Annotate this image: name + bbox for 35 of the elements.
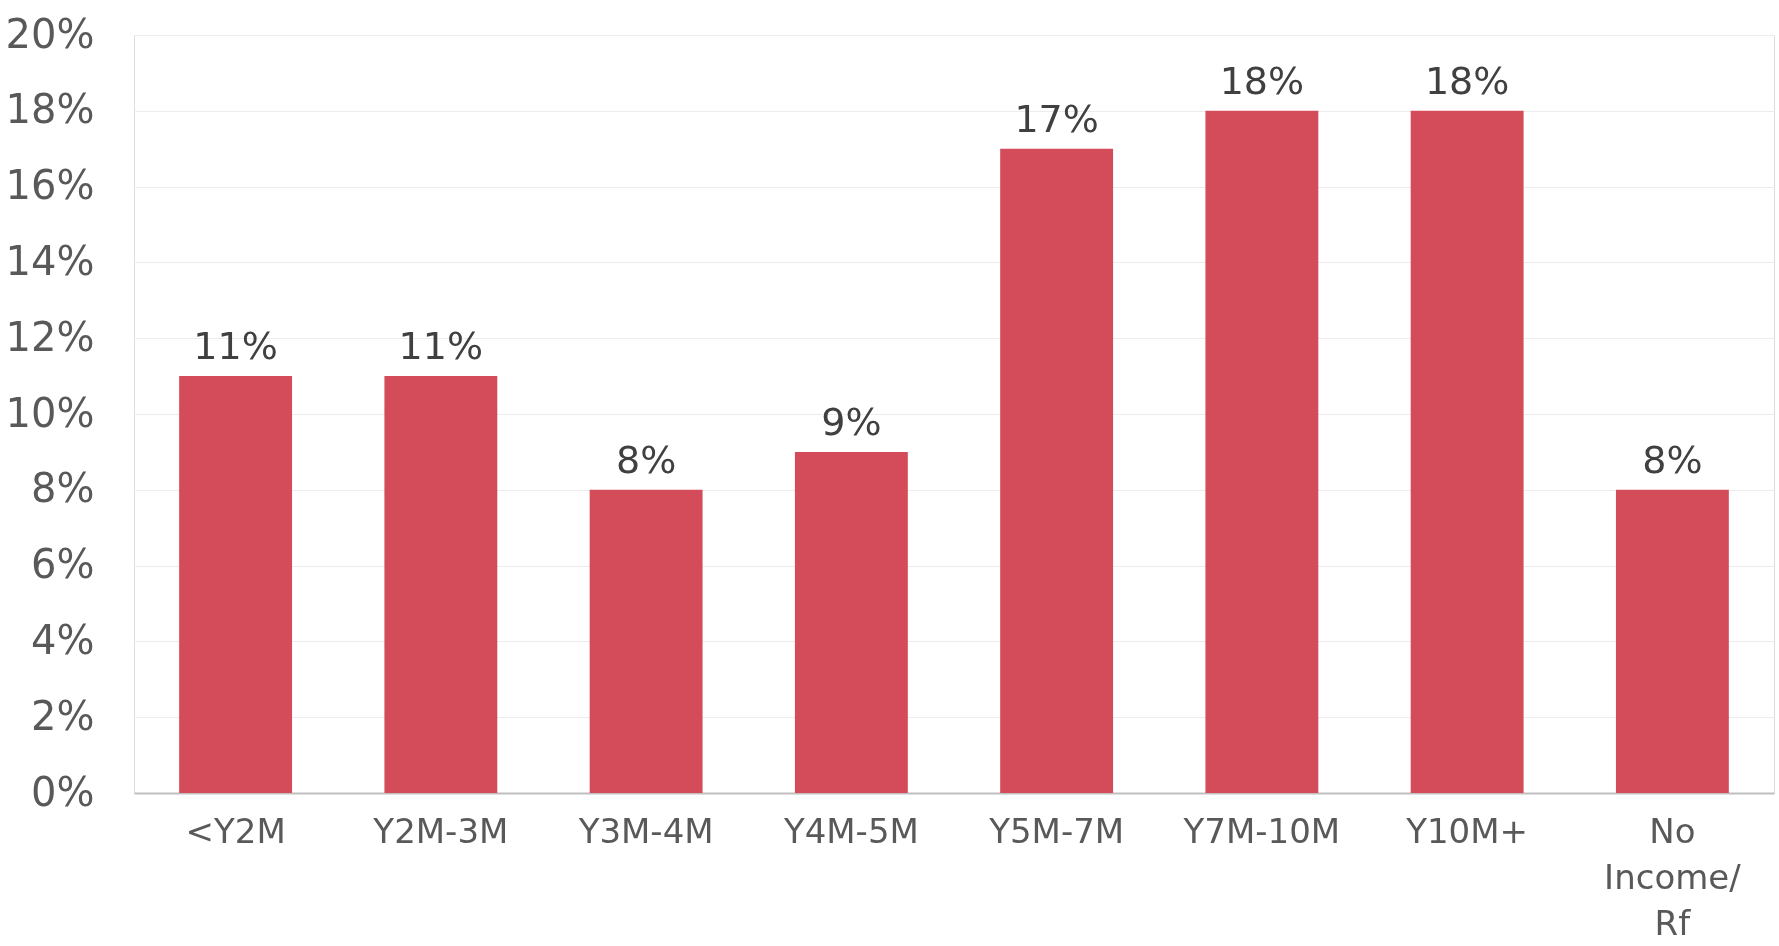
x-tick-label: No Income/Rf: [1604, 810, 1742, 943]
data-label: 18%: [1219, 58, 1305, 103]
y-tick-label: 16%: [5, 162, 95, 209]
y-tick-label: 6%: [31, 541, 95, 588]
bar: [589, 489, 703, 793]
y-tick-label: 18%: [5, 86, 95, 133]
x-tick-label: Y3M-4M: [577, 810, 714, 851]
data-label: 17%: [1014, 96, 1099, 141]
data-label: 9%: [821, 399, 882, 444]
y-tick-label: 4%: [31, 616, 95, 663]
x-tick-label: Y2M-3M: [372, 810, 509, 851]
x-tick-label: Y5M-7M: [988, 810, 1125, 851]
bar: [794, 451, 908, 793]
bar: [1410, 110, 1524, 793]
data-label: 8%: [615, 437, 677, 482]
y-tick-label: 2%: [31, 692, 95, 739]
y-tick-label: 20%: [5, 10, 95, 57]
data-label: 11%: [398, 324, 484, 369]
x-tick-label: Y10M+: [1405, 810, 1529, 851]
bar: [1205, 110, 1319, 793]
y-tick-label: 0%: [31, 768, 95, 815]
y-tick-label: 10%: [5, 389, 95, 436]
x-tick-label: Y4M-5M: [782, 810, 919, 851]
bar: [384, 376, 498, 793]
bar: [179, 376, 293, 793]
y-tick-label: 12%: [5, 313, 95, 360]
bar: [1615, 489, 1729, 793]
x-tick-label: Y7M-10M: [1182, 810, 1341, 851]
data-label: 11%: [193, 324, 278, 369]
x-tick-label: <Y2M: [185, 810, 286, 851]
bar: [1000, 148, 1114, 793]
y-tick-label: 14%: [5, 237, 95, 284]
y-tick-label: 8%: [31, 465, 95, 512]
data-label: 8%: [1642, 437, 1703, 482]
data-label: 18%: [1424, 58, 1510, 103]
